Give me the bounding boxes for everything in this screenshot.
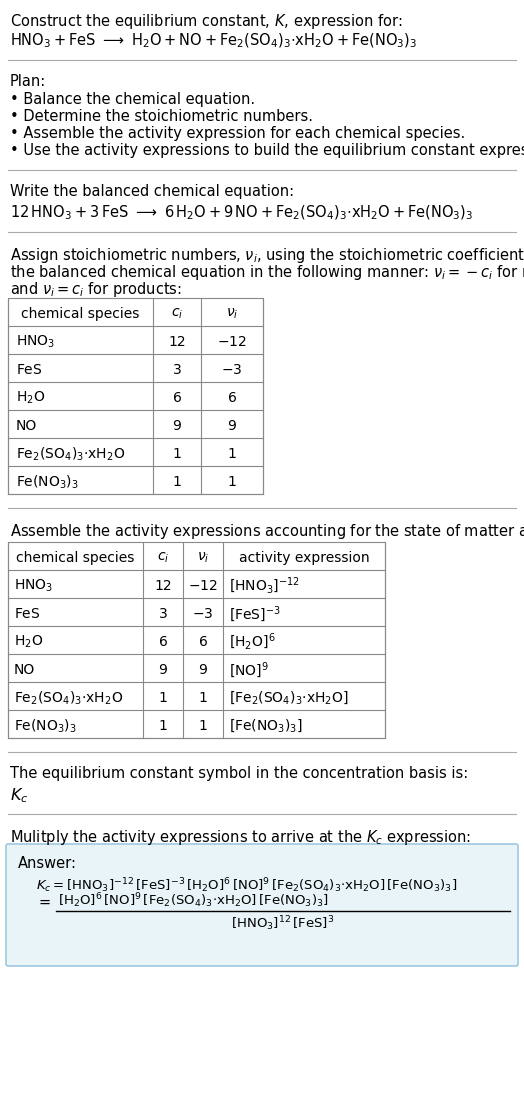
Text: $K_c = [\mathrm{HNO_3}]^{-12}\,[\mathrm{FeS}]^{-3}\,[\mathrm{H_2O}]^{6}\,[\mathr: $K_c = [\mathrm{HNO_3}]^{-12}\,[\mathrm{… xyxy=(36,877,457,895)
Text: The equilibrium constant symbol in the concentration basis is:: The equilibrium constant symbol in the c… xyxy=(10,766,468,781)
Text: $\mathrm{12\,HNO_3 + 3\,FeS\ \longrightarrow\ 6\,H_2O + 9\,NO + Fe_2(SO_4)_3{\cd: $\mathrm{12\,HNO_3 + 3\,FeS\ \longrighta… xyxy=(10,204,473,223)
Bar xyxy=(8,298,263,494)
Text: 9: 9 xyxy=(199,663,208,677)
Text: $\mathrm{Fe_2(SO_4)_3{\cdot}xH_2O}$: $\mathrm{Fe_2(SO_4)_3{\cdot}xH_2O}$ xyxy=(16,445,125,463)
Text: $-3$: $-3$ xyxy=(221,363,243,377)
Text: $\mathrm{FeS}$: $\mathrm{FeS}$ xyxy=(16,363,42,377)
Text: Construct the equilibrium constant, $K$, expression for:: Construct the equilibrium constant, $K$,… xyxy=(10,12,402,31)
Text: $-12$: $-12$ xyxy=(217,335,247,349)
Text: chemical species: chemical species xyxy=(21,307,140,321)
Text: 6: 6 xyxy=(159,635,168,649)
Text: $=$: $=$ xyxy=(36,893,51,908)
Text: 1: 1 xyxy=(172,446,181,461)
FancyBboxPatch shape xyxy=(6,844,518,966)
Text: 6: 6 xyxy=(172,391,181,405)
Text: 1: 1 xyxy=(159,719,168,733)
Text: Mulitply the activity expressions to arrive at the $K_c$ expression:: Mulitply the activity expressions to arr… xyxy=(10,828,471,847)
Text: 6: 6 xyxy=(227,391,236,405)
Text: 1: 1 xyxy=(227,475,236,489)
Text: 9: 9 xyxy=(159,663,168,677)
Text: Assign stoichiometric numbers, $\nu_i$, using the stoichiometric coefficients, $: Assign stoichiometric numbers, $\nu_i$, … xyxy=(10,246,524,265)
Text: • Balance the chemical equation.: • Balance the chemical equation. xyxy=(10,92,255,108)
Text: $\mathrm{FeS}$: $\mathrm{FeS}$ xyxy=(14,607,40,621)
Text: Assemble the activity expressions accounting for the state of matter and $\nu_i$: Assemble the activity expressions accoun… xyxy=(10,522,524,541)
Text: $c_i$: $c_i$ xyxy=(171,307,183,321)
Text: 9: 9 xyxy=(227,419,236,433)
Text: $[\mathrm{H_2O}]^{6}$: $[\mathrm{H_2O}]^{6}$ xyxy=(229,632,276,653)
Text: NO: NO xyxy=(16,419,37,433)
Text: $-12$: $-12$ xyxy=(188,579,218,593)
Text: $[\mathrm{NO}]^{9}$: $[\mathrm{NO}]^{9}$ xyxy=(229,660,269,680)
Text: $K_c$: $K_c$ xyxy=(10,785,28,805)
Text: Answer:: Answer: xyxy=(18,856,77,871)
Text: $\mathrm{H_2O}$: $\mathrm{H_2O}$ xyxy=(14,634,43,651)
Text: 1: 1 xyxy=(227,446,236,461)
Text: $[\mathrm{FeS}]^{-3}$: $[\mathrm{FeS}]^{-3}$ xyxy=(229,604,281,624)
Text: $[\mathrm{HNO_3}]^{12}\,[\mathrm{FeS}]^{3}$: $[\mathrm{HNO_3}]^{12}\,[\mathrm{FeS}]^{… xyxy=(232,914,335,932)
Bar xyxy=(8,542,385,738)
Text: Plan:: Plan: xyxy=(10,73,46,89)
Text: 12: 12 xyxy=(154,579,172,593)
Text: 1: 1 xyxy=(199,719,208,733)
Text: 1: 1 xyxy=(199,691,208,705)
Text: $\mathrm{HNO_3 + FeS\ \longrightarrow\ H_2O + NO + Fe_2(SO_4)_3{\cdot}xH_2O + Fe: $\mathrm{HNO_3 + FeS\ \longrightarrow\ H… xyxy=(10,32,418,50)
Text: $\mathrm{HNO_3}$: $\mathrm{HNO_3}$ xyxy=(16,333,55,350)
Text: $-3$: $-3$ xyxy=(192,607,214,621)
Text: and $\nu_i = c_i$ for products:: and $\nu_i = c_i$ for products: xyxy=(10,280,182,299)
Text: $\mathrm{HNO_3}$: $\mathrm{HNO_3}$ xyxy=(14,578,53,595)
Text: $[\mathrm{H_2O}]^{6}\,[\mathrm{NO}]^{9}\,[\mathrm{Fe_2(SO_4)_3{\cdot}xH_2O}]\,[\: $[\mathrm{H_2O}]^{6}\,[\mathrm{NO}]^{9}\… xyxy=(58,891,329,909)
Text: • Determine the stoichiometric numbers.: • Determine the stoichiometric numbers. xyxy=(10,109,313,124)
Text: • Assemble the activity expression for each chemical species.: • Assemble the activity expression for e… xyxy=(10,126,465,142)
Text: the balanced chemical equation in the following manner: $\nu_i = -c_i$ for react: the balanced chemical equation in the fo… xyxy=(10,263,524,282)
Text: 3: 3 xyxy=(172,363,181,377)
Text: $\mathrm{H_2O}$: $\mathrm{H_2O}$ xyxy=(16,389,45,406)
Text: chemical species: chemical species xyxy=(16,551,135,565)
Text: $[\mathrm{Fe(NO_3)_3}]$: $[\mathrm{Fe(NO_3)_3}]$ xyxy=(229,717,303,734)
Text: 3: 3 xyxy=(159,607,167,621)
Text: $c_i$: $c_i$ xyxy=(157,551,169,565)
Text: $\nu_i$: $\nu_i$ xyxy=(197,551,209,565)
Text: Write the balanced chemical equation:: Write the balanced chemical equation: xyxy=(10,184,294,199)
Text: 9: 9 xyxy=(172,419,181,433)
Text: 1: 1 xyxy=(172,475,181,489)
Text: 12: 12 xyxy=(168,335,186,349)
Text: $\mathrm{Fe_2(SO_4)_3{\cdot}xH_2O}$: $\mathrm{Fe_2(SO_4)_3{\cdot}xH_2O}$ xyxy=(14,689,123,706)
Text: $[\mathrm{HNO_3}]^{-12}$: $[\mathrm{HNO_3}]^{-12}$ xyxy=(229,576,300,596)
Text: NO: NO xyxy=(14,663,35,677)
Text: • Use the activity expressions to build the equilibrium constant expression.: • Use the activity expressions to build … xyxy=(10,143,524,158)
Text: $\mathrm{Fe(NO_3)_3}$: $\mathrm{Fe(NO_3)_3}$ xyxy=(14,717,77,735)
Text: 1: 1 xyxy=(159,691,168,705)
Text: $\nu_i$: $\nu_i$ xyxy=(226,307,238,321)
Text: 6: 6 xyxy=(199,635,208,649)
Text: $\mathrm{Fe(NO_3)_3}$: $\mathrm{Fe(NO_3)_3}$ xyxy=(16,473,79,490)
Text: $[\mathrm{Fe_2(SO_4)_3{\cdot}xH_2O}]$: $[\mathrm{Fe_2(SO_4)_3{\cdot}xH_2O}]$ xyxy=(229,690,348,706)
Text: activity expression: activity expression xyxy=(239,551,369,565)
